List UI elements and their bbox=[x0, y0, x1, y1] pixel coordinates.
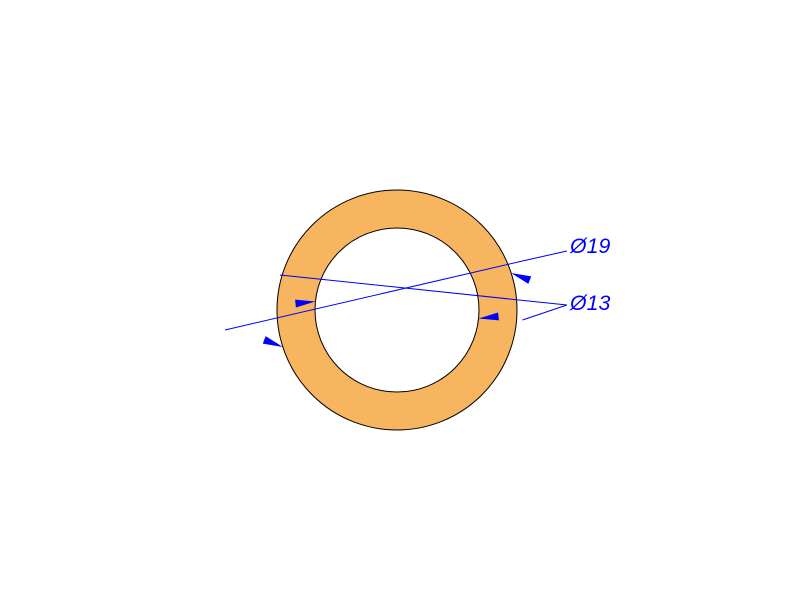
inner-diameter-label: Ø13 bbox=[570, 291, 610, 316]
diagram-svg bbox=[0, 0, 800, 600]
diagram-canvas: Ø19 Ø13 bbox=[0, 0, 800, 600]
inner-dim-leader bbox=[523, 305, 568, 320]
outer-dim-leader bbox=[523, 251, 568, 261]
outer-diameter-label: Ø19 bbox=[570, 234, 610, 259]
